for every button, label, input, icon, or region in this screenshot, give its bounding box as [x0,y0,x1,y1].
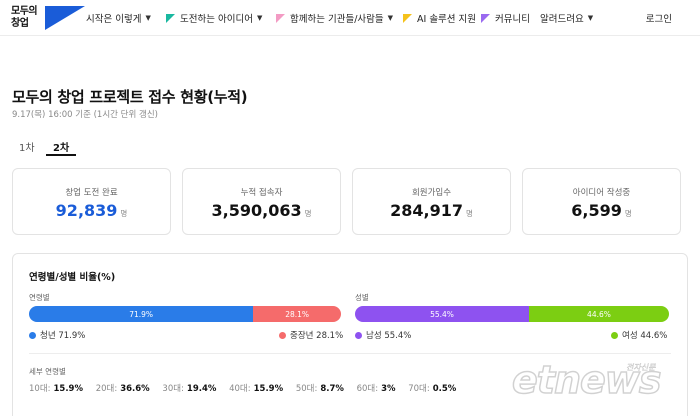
nav-item-ideas[interactable]: 도전하는 아이디어 ▼ [166,11,262,25]
age-ratio-bar: 71.9% 28.1% [29,306,341,322]
age-value: 3% [381,384,396,394]
age-key: 60대: [356,384,379,394]
age-key: 10대: [29,384,51,394]
stat-value: 284,917 [390,201,463,220]
age-item: 40대: 15.9% [229,382,283,394]
stat-label: 아이디어 작성중 [572,188,631,198]
legend-text: 청년 71.9% [40,331,86,341]
stat-unit: 명 [624,209,632,218]
legend-dot-icon [611,331,618,339]
flag-icon [166,13,175,23]
nav-item-start[interactable]: 시작은 이렇게 ▼ [86,11,151,25]
age-key: 20대: [95,384,118,394]
legend-text: 남성 55.4% [366,331,412,341]
age-key: 30대: [162,384,184,394]
age-value: 36.6% [120,384,150,394]
nav-item-ai-solution[interactable]: AI 솔루션 지원 [403,11,476,25]
bar-segment-middle-age: 28.1% [253,306,341,322]
logo-line-2: 창업 [11,18,29,29]
stat-card-ideas-in-progress: 아이디어 작성중 6,599 명 [522,168,681,235]
etnews-watermark: etnews 전자신문 [480,354,690,403]
stat-card-signups: 회원가입수 284,917 명 [352,168,511,235]
active-tab-indicator [46,154,76,156]
legend-text: 중장년 28.1% [290,331,344,341]
site-logo[interactable]: 모두의 창업 [11,6,85,30]
age-value: 15.9% [53,384,84,394]
bar-segment-youth: 71.9% [29,306,254,322]
nav-label: AI 솔루션 지원 [417,14,477,25]
detail-age-row: 10대: 15.9% 20대: 36.6% 30대: 19.4% 40대: 15.9% … [29,382,466,394]
age-item: 30대: 19.4% [162,382,216,394]
stat-label: 창업 도전 완료 [65,188,118,198]
legend-female: 여성 44.6% [611,329,667,341]
age-item: 60대: 3% [357,382,396,394]
panel-title: 연령별/성별 비율(%) [29,272,116,283]
legend-youth: 청년 71.9% [29,329,85,341]
flag-icon [481,13,490,23]
stat-unit: 명 [120,209,128,218]
stat-card-total-visitors: 누적 접속자 3,590,063 명 [182,168,341,235]
login-link[interactable]: 로그인 [645,14,672,25]
nav-label: 도전하는 아이디어 [180,14,253,25]
bar-segment-male: 55.4% [355,306,529,322]
chevron-down-icon: ▼ [387,14,394,22]
legend-dot-icon [279,331,286,339]
top-navigation-bar: 모두의 창업 시작은 이렇게 ▼ 도전하는 아이디어 ▼ 함께하는 기관들/사람… [0,0,700,36]
stat-card-challenge-complete: 창업 도전 완료 92,839 명 [12,168,171,235]
legend-text: 여성 44.6% [622,331,668,341]
nav-item-partners[interactable]: 함께하는 기관들/사람들 ▼ [276,11,393,25]
chevron-down-icon: ▼ [145,14,151,22]
age-item: 70대: 0.5% [408,382,456,394]
age-item: 20대: 36.6% [96,382,150,394]
nav-item-notice[interactable]: 알려드려요 ▼ [540,11,593,25]
age-key: 50대: [295,384,318,394]
nav-item-community[interactable]: 커뮤니티 [481,11,530,25]
legend-male: 남성 55.4% [355,329,411,341]
stat-unit: 명 [304,209,312,218]
stat-value: 6,599 [571,201,622,220]
age-value: 0.5% [432,384,457,394]
age-value: 19.4% [186,384,217,394]
flag-icon [276,13,285,23]
stat-value: 92,839 [55,201,118,220]
bar-segment-female: 44.6% [528,306,669,322]
legend-dot-icon [29,331,36,339]
update-time-text: 9.17(목) 16:00 기준 (1시간 단위 갱신) [12,110,158,120]
gender-section-label: 성별 [355,293,369,302]
nav-label: 알려드려요 [540,14,584,25]
legend-middle-age: 중장년 28.1% [279,329,343,341]
legend-dot-icon [355,331,362,339]
detail-age-label: 세부 연령별 [29,367,66,376]
age-value: 15.9% [253,384,284,394]
nav-label: 함께하는 기관들/사람들 [290,14,384,25]
gender-ratio-bar: 55.4% 44.6% [355,306,669,322]
watermark-text: etnews [511,357,662,403]
logo-triangle-icon [45,6,85,30]
age-value: 8.7% [320,384,344,394]
age-key: 40대: [229,384,251,394]
chevron-down-icon: ▼ [256,14,263,22]
nav-label: 시작은 이렇게 [86,14,142,25]
watermark-sub-text: 전자신문 [626,363,656,372]
tab-round-1[interactable]: 1차 [19,143,35,154]
page-title: 모두의 창업 프로젝트 접수 현황(누적) [12,88,248,106]
stat-unit: 명 [465,209,473,218]
age-item: 10대: 15.9% [29,382,83,394]
age-item: 50대: 8.7% [296,382,344,394]
age-key: 70대: [408,384,430,394]
chevron-down-icon: ▼ [587,14,594,22]
stat-label: 회원가입수 [411,188,452,198]
nav-label: 커뮤니티 [495,14,530,25]
age-section-label: 연령별 [29,293,50,302]
stat-value: 3,590,063 [211,201,302,220]
ratio-panel: 연령별/성별 비율(%) 연령별 71.9% 28.1% 청년 71.9% 중장… [12,253,688,416]
section-divider [29,353,671,354]
stat-label: 누적 접속자 [240,188,283,198]
tab-round-2[interactable]: 2차 [53,143,70,154]
logo-line-1: 모두의 [11,6,38,17]
flag-icon [403,13,412,23]
